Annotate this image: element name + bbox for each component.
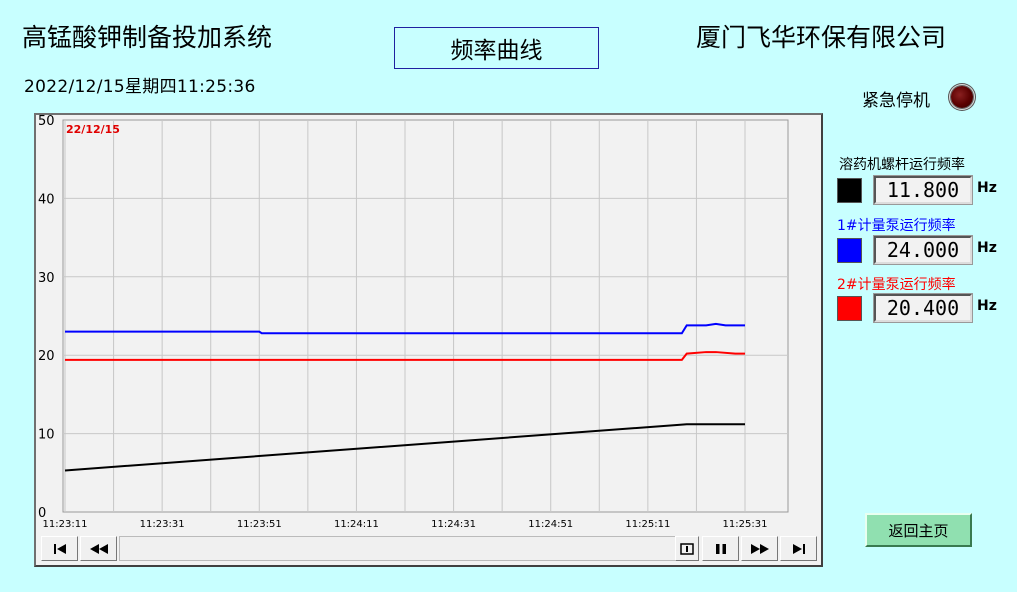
fast-forward-button[interactable] [741,536,778,561]
first-page-button[interactable] [41,536,78,561]
page-title: 频率曲线 [394,27,599,69]
legend-label-pump-2: 2#计量泵运行频率 [837,277,956,293]
emergency-stop-label: 紧急停机 [862,91,930,111]
y-tick-label: 50 [38,115,55,129]
series-line-0 [64,423,745,472]
x-tick-label: 11:23:11 [43,519,88,530]
home-button[interactable]: 返回主页 [865,513,972,547]
series-line-1 [65,322,745,335]
legend-label-mixer-screw: 溶药机螺杆运行频率 [839,157,965,173]
unit-label-pump-1: Hz [977,240,997,256]
rewind-button[interactable] [80,536,117,561]
x-tick-label: 11:24:31 [431,519,476,530]
plot-area [62,119,789,513]
y-tick-label: 20 [38,349,55,364]
zoom-box-button[interactable] [675,536,699,561]
page-title-text: 频率曲线 [450,38,543,64]
fast-forward-icon [750,543,769,554]
timeline-scrollbar[interactable] [119,536,699,561]
x-tick-label: 11:24:51 [528,519,573,530]
skip-forward-icon [792,543,805,554]
legend-swatch-mixer-screw [837,178,862,203]
series-lines [64,322,745,472]
last-page-button[interactable] [780,536,817,561]
chart-date-label: 22/12/15 [66,123,120,136]
value-display-pump-1: 24.000 [874,236,972,264]
series-line-2 [65,351,745,361]
y-tick-label: 40 [38,192,55,207]
y-tick-label: 30 [38,271,55,286]
x-tick-label: 11:23:31 [140,519,185,530]
y-tick-labels: 0 10 20 30 40 50 [38,115,55,521]
emergency-stop-lamp[interactable] [951,86,973,108]
y-tick-label: 10 [38,428,55,443]
y-axis-unit: Hz [38,115,55,118]
value-display-mixer-screw: 11.800 [874,176,972,204]
pause-icon [715,543,726,554]
app-title: 高锰酸钾制备投加系统 [22,23,273,52]
y-tick-label: 0 [38,506,46,521]
grid-lines [63,120,788,512]
company-name: 厦门飞华环保有限公司 [696,23,947,52]
x-tick-label: 11:23:51 [237,519,282,530]
legend-swatch-pump-2 [837,296,862,321]
datetime-display: 2022/12/15星期四11:25:36 [24,77,256,97]
zoom-box-icon [680,542,694,555]
legend-swatch-pump-1 [837,238,862,263]
x-tick-label: 11:25:11 [625,519,670,530]
x-tick-label: 11:24:11 [334,519,379,530]
pause-button[interactable] [702,536,739,561]
x-tick-labels: 11:23:11 11:23:31 11:23:51 11:24:11 11:24:31… [43,519,768,530]
value-display-pump-2: 20.400 [874,294,972,322]
unit-label-mixer-screw: Hz [977,180,997,196]
x-tick-label: 11:25:31 [723,519,768,530]
rewind-icon [89,543,108,554]
legend-label-pump-1: 1#计量泵运行频率 [837,218,956,234]
unit-label-pump-2: Hz [977,298,997,314]
skip-back-icon [53,543,66,554]
